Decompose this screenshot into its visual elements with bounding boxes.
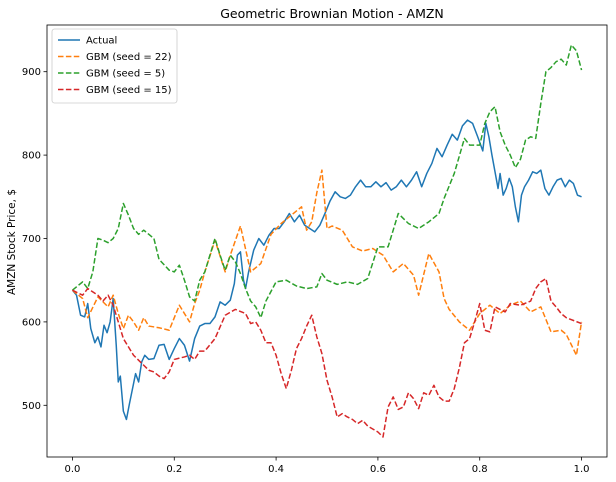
y-tick-label: 500 (22, 401, 41, 412)
y-tick-label: 600 (22, 317, 41, 328)
y-tick-label: 800 (22, 151, 41, 162)
legend-label-0: Actual (86, 36, 117, 47)
series-line-1 (71, 169, 583, 356)
y-tick-label: 700 (22, 234, 41, 245)
legend-label-3: GBM (seed = 15) (86, 85, 172, 96)
series-line-3 (72, 277, 582, 438)
y-axis-ticks: 500 600 700 800 900 (22, 67, 47, 412)
x-tick-label: 0.4 (268, 464, 284, 475)
axes-frame (46, 24, 608, 458)
y-tick-label: 900 (22, 67, 41, 78)
x-axis-ticks: 0.0 0.2 0.4 0.6 0.8 1.0 (65, 457, 590, 475)
x-tick-label: 0.2 (166, 464, 182, 475)
chart-title: Geometric Brownian Motion - AMZN (220, 6, 444, 21)
x-tick-label: 0.8 (472, 464, 488, 475)
legend-box (51, 28, 178, 104)
series-line-0 (71, 119, 582, 421)
legend-label-1: GBM (seed = 22) (86, 52, 172, 63)
plot-area (71, 44, 583, 438)
series-line-2 (71, 44, 583, 319)
x-tick-label: 1.0 (574, 464, 590, 475)
x-tick-label: 0.0 (65, 464, 81, 475)
legend: Actual GBM (seed = 22) GBM (seed = 5) GBM (… (51, 28, 178, 104)
legend-label-2: GBM (seed = 5) (86, 69, 165, 80)
y-axis-label: AMZN Stock Price, $ (6, 189, 18, 295)
x-tick-label: 0.6 (370, 464, 386, 475)
